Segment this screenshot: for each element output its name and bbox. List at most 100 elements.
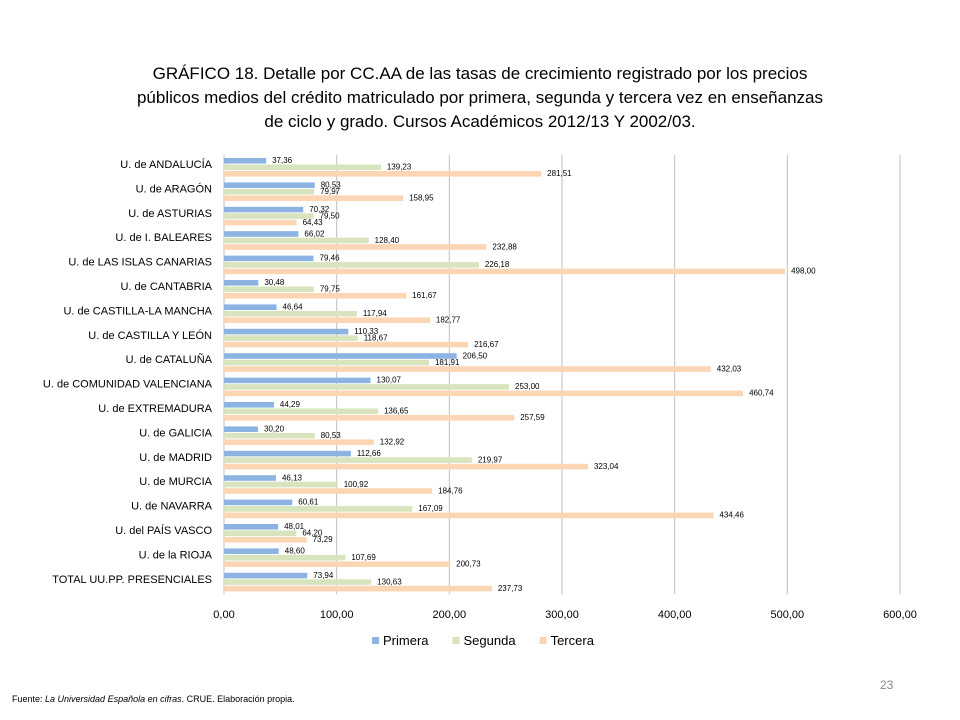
data-label: 73,29 [313,535,334,544]
data-label: 60,61 [298,498,319,507]
bar-primera [224,426,259,432]
bar-tercera [224,439,374,445]
bar-segunda [224,579,372,585]
data-label: 79,75 [320,285,341,294]
category-label: U. de GALICIA [139,427,212,439]
data-label: 167,09 [418,504,443,513]
data-label: 48,60 [285,547,306,556]
bar-primera [224,402,274,408]
bar-tercera [224,293,407,299]
data-label: 323,04 [594,462,619,471]
category-label: U. de CATALUÑA [126,353,213,366]
bar-segunda [224,457,472,463]
data-label: 219,97 [478,455,503,464]
bar-primera [224,280,259,286]
bar-tercera [224,512,714,519]
chart-title: GRÁFICO 18. Detalle por CC.AA de las tas… [40,62,920,134]
title-line-1: GRÁFICO 18. Detalle por CC.AA de las tas… [152,64,808,83]
bar-segunda [224,335,358,341]
data-label: 30,48 [264,278,285,287]
data-label: 64,20 [302,529,323,538]
bar-tercera [224,244,487,250]
category-label: TOTAL UU.PP. PRESENCIALES [52,574,212,586]
category-label: U. de CANTABRIA [121,281,213,293]
title-line-3: de ciclo y grado. Cursos Académicos 2012… [264,112,696,131]
bar-segunda [224,359,429,366]
source-prefix: Fuente: [12,694,46,704]
bar-segunda [224,286,314,293]
data-label: 132,92 [380,438,405,447]
bar-tercera [224,488,433,494]
data-label: 37,36 [272,156,293,165]
legend-label-segunda: Segunda [464,633,517,648]
category-label: U. de COMUNIDAD VALENCIANA [43,379,213,391]
bar-segunda [224,530,297,537]
bar-segunda [224,432,315,439]
bar-primera [224,206,304,213]
bar-tercera [224,219,297,226]
data-label: 79,46 [320,254,341,263]
x-tick-label: 500,00 [771,609,805,621]
data-label: 73,94 [313,571,334,580]
data-label: 498,00 [791,267,816,276]
category-label: U. de CASTILLA-LA MANCHA [63,305,212,317]
category-label: U. de MURCIA [139,476,212,488]
data-label: 232,88 [492,242,517,251]
bar-tercera [224,195,404,201]
data-label: 46,13 [282,473,303,482]
category-label: U. de CASTILLA Y LEÓN [88,329,212,342]
x-tick-label: 200,00 [433,609,467,621]
data-label: 130,07 [377,376,402,385]
category-label: U. del PAÍS VASCO [115,524,212,537]
bar-primera [224,548,279,554]
page-number: 23 [880,678,894,692]
data-label: 226,18 [485,260,510,269]
category-label: U. de MADRID [139,452,212,464]
data-label: 206,50 [463,351,488,360]
x-tick-label: 300,00 [545,609,579,621]
bar-tercera [224,171,542,177]
data-label: 432,03 [717,364,742,373]
bar-primera [224,377,371,384]
legend-swatch-segunda [452,637,460,644]
source-suffix: . CRUE. Elaboración propia. [181,694,295,704]
data-label: 70,32 [309,205,330,214]
data-label: 44,29 [280,400,301,409]
category-label: U. de EXTREMADURA [98,403,212,415]
bar-segunda [224,481,338,488]
bar-segunda [224,237,369,244]
data-label: 200,73 [456,560,481,569]
bar-tercera [224,537,307,543]
bar-segunda [224,262,479,268]
data-label: 216,67 [474,340,499,349]
bar-primera [224,572,308,579]
bar-segunda [224,408,378,415]
bar-tercera [224,585,492,592]
category-label: U. de ARAGÓN [136,182,212,195]
data-label: 460,74 [749,389,774,398]
data-label: 281,51 [547,169,572,178]
source-note: Fuente: La Universidad Española en cifra… [12,694,295,704]
x-tick-label: 600,00 [883,609,917,621]
data-label: 30,20 [264,425,285,434]
data-label: 112,66 [357,449,381,458]
bar-tercera [224,366,711,372]
category-label: U. de ASTURIAS [128,208,212,220]
source-title: La Universidad Española en cifras [45,694,182,704]
data-label: 110,33 [354,327,378,336]
data-label: 80,53 [321,431,342,440]
bar-tercera [224,561,451,567]
data-label: 117,94 [363,309,387,318]
bar-primera [224,353,457,359]
x-tick-label: 400,00 [658,609,692,621]
category-label: U. de I. BALEARES [115,232,212,244]
bar-segunda [224,506,413,512]
data-label: 161,67 [412,291,437,300]
data-label: 253,00 [515,382,540,391]
legend-swatch-tercera [539,637,547,644]
data-label: 158,95 [409,194,434,203]
data-label: 434,46 [719,511,744,520]
data-label: 128,40 [375,236,400,245]
legend-swatch-primera [372,637,379,644]
